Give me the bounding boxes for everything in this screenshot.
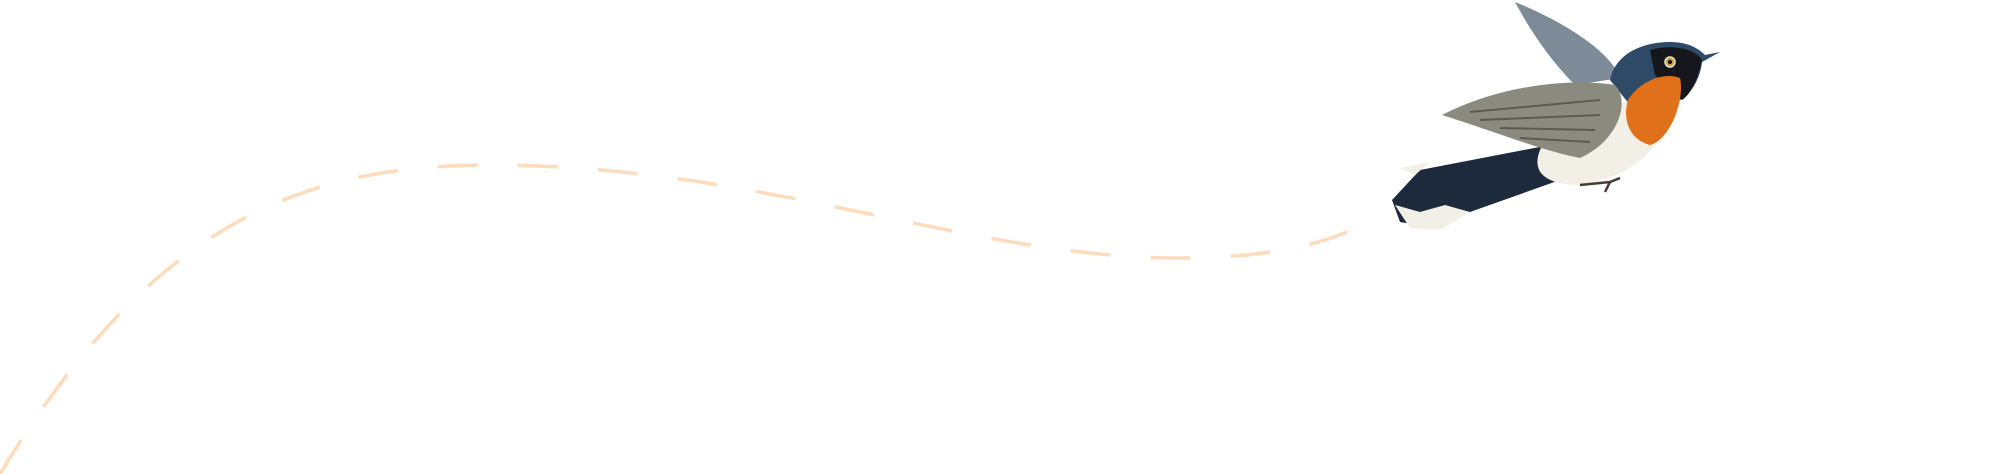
bird-tail xyxy=(1392,145,1560,228)
bird-tail-tips xyxy=(1395,205,1470,230)
bird-illustration xyxy=(1392,2,1720,230)
bird-front-wing xyxy=(1442,82,1622,158)
bird-leg xyxy=(1579,176,1621,193)
bird-throat xyxy=(1626,76,1681,145)
bird-upper-wing xyxy=(1515,2,1620,85)
bird-face-mask xyxy=(1650,47,1702,100)
dashed-flight-path xyxy=(0,163,1361,474)
